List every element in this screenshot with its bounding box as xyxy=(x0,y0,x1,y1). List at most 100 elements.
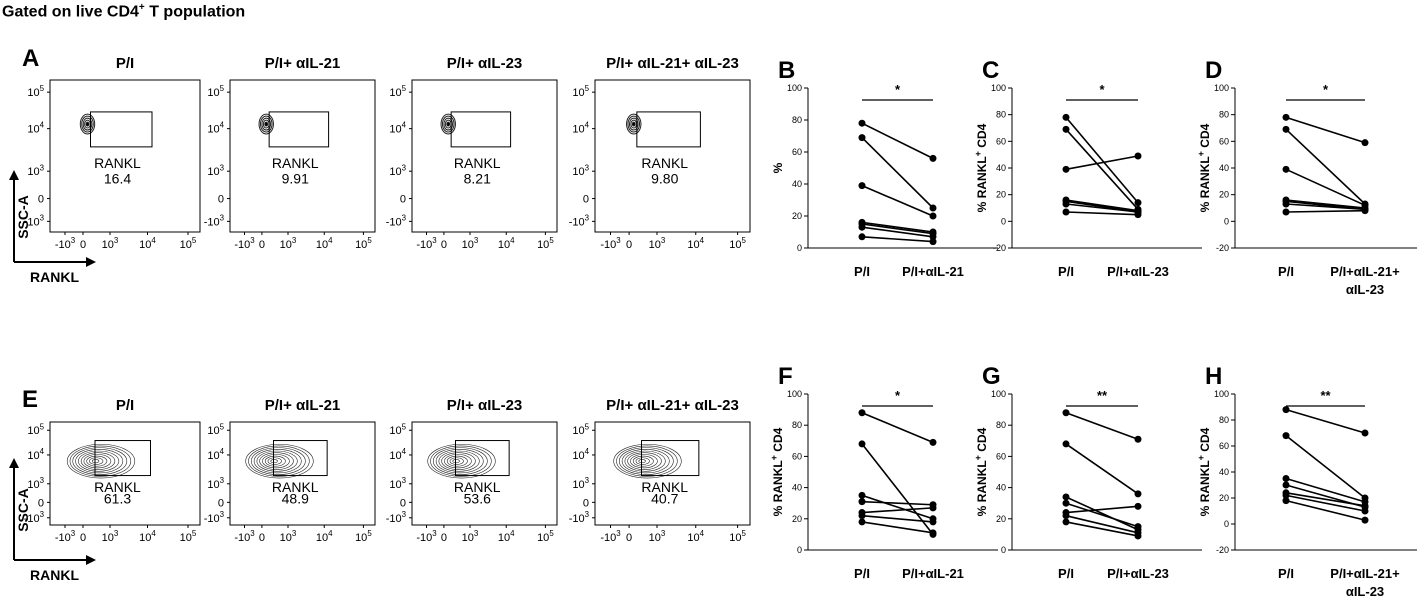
data-point xyxy=(929,204,937,212)
gate-value: 53.6 xyxy=(464,490,491,506)
paired-plot: B 0 20 40 60 80 100% P/I P/I+αIL-21 * xyxy=(771,57,998,279)
contour-ring xyxy=(267,457,282,465)
panel-letter: G xyxy=(982,363,1001,390)
series-line xyxy=(861,122,934,160)
x-tick-label: -103 xyxy=(600,236,621,251)
x-tick-label: -103 xyxy=(234,236,255,251)
y-tick-label: 80 xyxy=(792,420,802,430)
y-tick-label: 60 xyxy=(1219,441,1229,451)
contour-ring xyxy=(452,459,460,464)
paired-plot: H -20 0 20 40 60 80 100 % RANKL+ CD4 P/I P/I+αIL-2… xyxy=(1196,363,1417,599)
y-tick-label: 40 xyxy=(996,483,1006,493)
contour-ring xyxy=(626,113,642,135)
flow-plot-frame xyxy=(411,421,558,526)
data-point xyxy=(1282,432,1290,440)
x-tick-label: 103 xyxy=(280,529,297,544)
data-point xyxy=(858,182,866,190)
data-point xyxy=(1282,165,1290,173)
series-line xyxy=(861,500,934,506)
data-point xyxy=(1361,502,1369,510)
x-tick-label: 103 xyxy=(462,529,479,544)
y-tick-label: 20 xyxy=(1219,190,1229,200)
series-line xyxy=(1065,411,1139,440)
category-label: αIL-23 xyxy=(1346,584,1384,599)
flow-panel-title: P/I+ αIL-21+ αIL-23 xyxy=(606,55,739,72)
significance-mark: * xyxy=(895,82,901,97)
y-axis-label: % RANKL+ CD4 xyxy=(973,427,989,516)
gate-label: RANKL xyxy=(641,479,688,495)
y-tick-label: 20 xyxy=(792,514,802,524)
significance-mark: * xyxy=(1323,82,1329,97)
contour-ring xyxy=(628,117,639,131)
contour-ring xyxy=(638,459,646,464)
flow-panel-title: P/I xyxy=(116,55,134,72)
x-tick-label: 0 xyxy=(259,239,265,251)
series-line xyxy=(1065,155,1139,171)
data-point xyxy=(929,438,937,446)
y-tick-label: 0 xyxy=(1224,216,1229,226)
paired-plot: D -20 0 20 40 60 80 100 % RANKL+ CD4 P/I P/I+αIL-2… xyxy=(1196,57,1417,297)
data-point xyxy=(1062,493,1070,501)
series-line xyxy=(861,507,934,514)
y-tick-label: 104 xyxy=(572,447,589,462)
flow-plot-frame xyxy=(411,79,558,233)
y-tick-label: 0 xyxy=(38,497,44,509)
data-point xyxy=(1361,207,1369,215)
data-point xyxy=(858,518,866,526)
series-line xyxy=(861,411,934,444)
x-tick-label: -103 xyxy=(416,236,437,251)
y-tick-label: 100 xyxy=(991,389,1006,399)
contour-ring xyxy=(78,450,120,472)
data-point xyxy=(929,504,937,512)
series-line xyxy=(861,137,934,209)
y-tick-label: 20 xyxy=(792,211,802,221)
x-tick-label: -103 xyxy=(55,529,76,544)
y-tick-label: 0 xyxy=(583,194,589,206)
data-point xyxy=(1134,523,1142,531)
x-tick-label: 105 xyxy=(180,529,197,544)
gate-rectangle xyxy=(450,111,512,148)
contour-ring xyxy=(258,113,274,135)
series-line xyxy=(1065,203,1139,213)
category-label: P/I xyxy=(854,264,870,279)
data-point xyxy=(1282,125,1290,133)
y-tick-label: 103 xyxy=(27,476,44,491)
series-line xyxy=(861,514,934,523)
data-point xyxy=(1134,211,1142,219)
contour-ring xyxy=(616,445,678,477)
data-point xyxy=(929,212,937,220)
flow-panel-title: P/I+ αIL-21 xyxy=(265,55,341,72)
series-line xyxy=(861,494,934,520)
flow-plot-frame xyxy=(594,421,751,526)
y-tick-label: 80 xyxy=(996,420,1006,430)
data-point xyxy=(1282,481,1290,489)
flow-panel-title: P/I+ αIL-23 xyxy=(447,397,523,414)
contour-ring xyxy=(621,449,670,474)
x-tick-label: 0 xyxy=(626,239,632,251)
gate-label: RANKL xyxy=(641,155,688,171)
contour-ring xyxy=(253,449,302,474)
x-tick-label: 105 xyxy=(729,529,746,544)
series-line xyxy=(1065,514,1139,534)
data-point xyxy=(1282,208,1290,216)
gate-label: RANKL xyxy=(94,479,141,495)
y-tick-label: -103 xyxy=(204,510,225,525)
contour-ring xyxy=(631,121,636,127)
x-tick-label: 0 xyxy=(80,532,86,544)
x-tick-label: 104 xyxy=(316,529,333,544)
x-tick-label: 103 xyxy=(102,529,119,544)
data-point xyxy=(929,238,937,246)
flow-plot-frame xyxy=(49,79,201,233)
y-tick-label: 104 xyxy=(207,121,224,136)
x-tick-label: 104 xyxy=(498,236,515,251)
contour-ring xyxy=(438,450,480,472)
y-tick-label: 80 xyxy=(792,115,802,125)
gate-rectangle xyxy=(273,440,328,477)
y-tick-label: 60 xyxy=(792,451,802,461)
data-point xyxy=(1134,490,1142,498)
flow-plot-frame xyxy=(229,79,376,233)
x-axis-arrow-head xyxy=(86,257,96,267)
